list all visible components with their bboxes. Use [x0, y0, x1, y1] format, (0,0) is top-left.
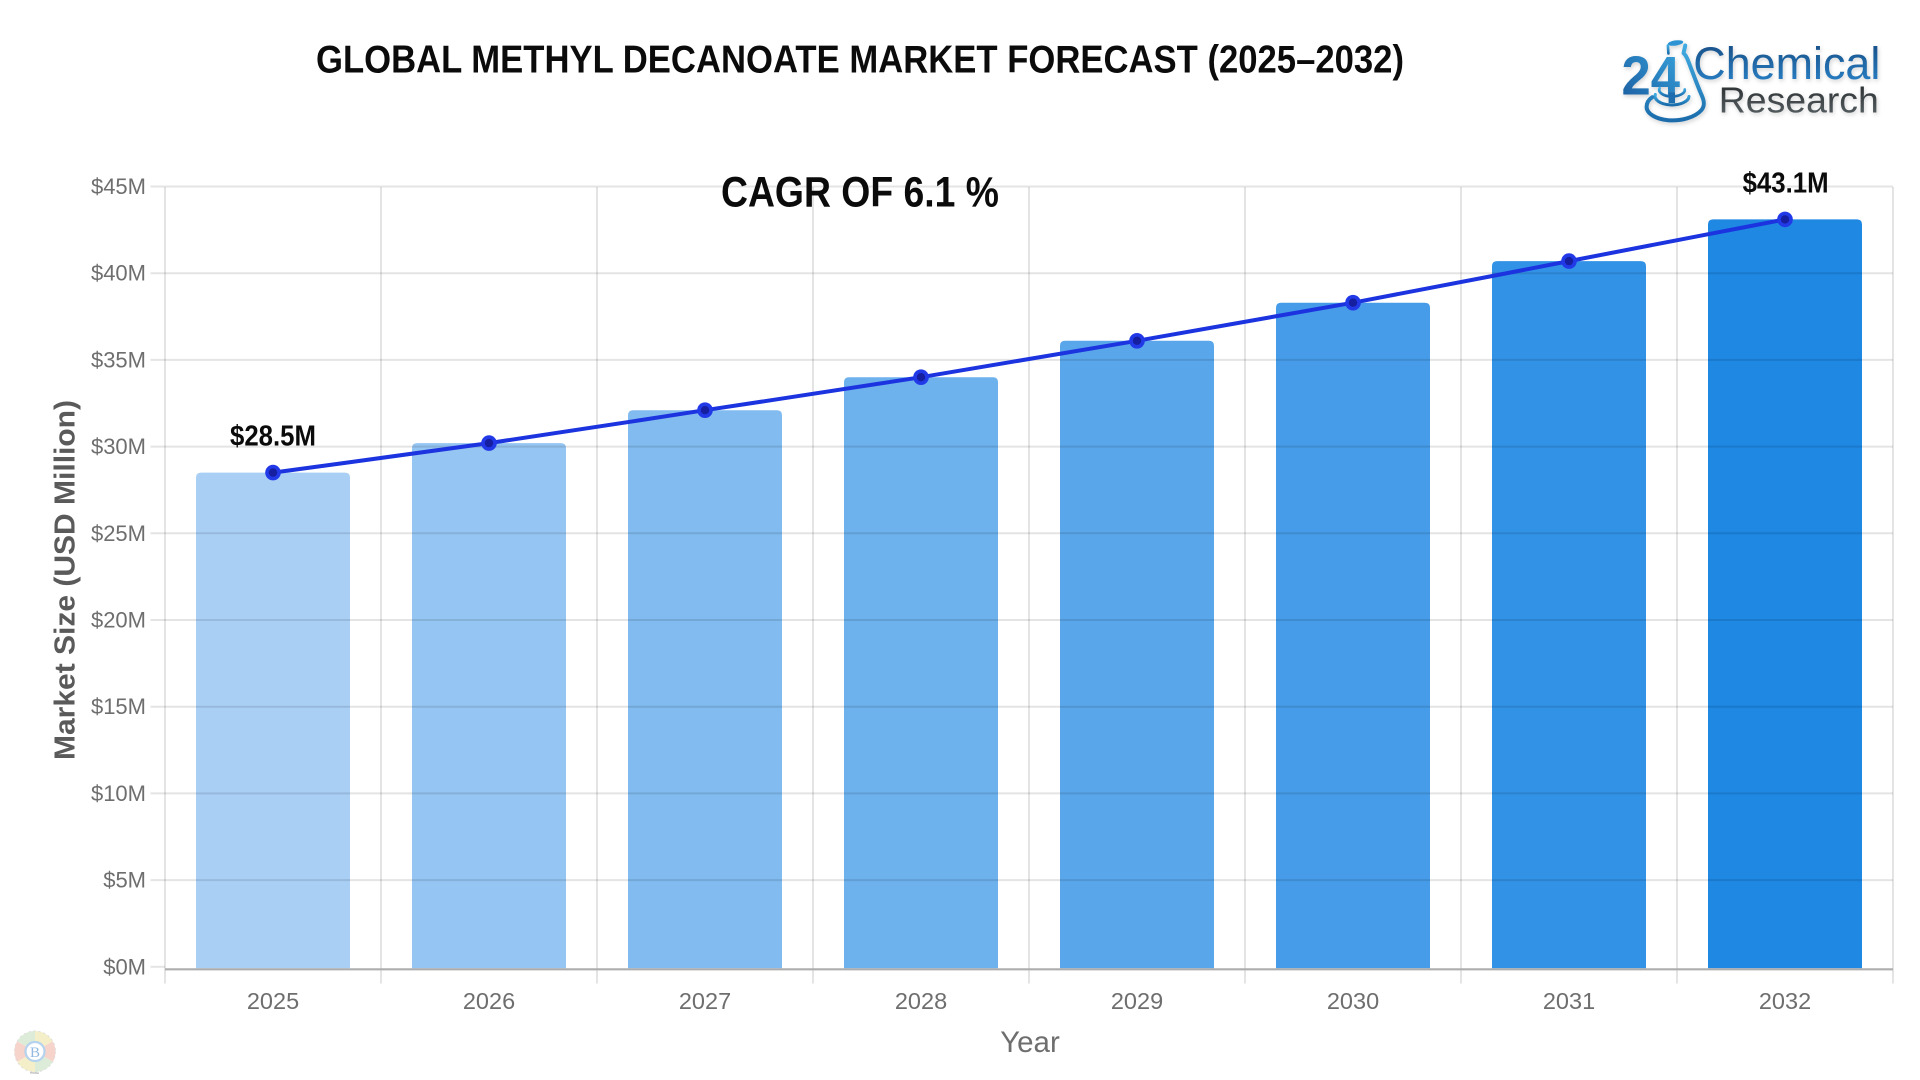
svg-text:$40M: $40M — [91, 261, 146, 286]
svg-text:2032: 2032 — [1759, 988, 1811, 1014]
svg-text:$20M: $20M — [91, 608, 146, 633]
svg-text:$43.1M: $43.1M — [1743, 168, 1829, 200]
svg-text:Research: Research — [1719, 79, 1879, 120]
svg-text:$5M: $5M — [103, 868, 146, 893]
svg-text:2031: 2031 — [1543, 988, 1595, 1014]
svg-text:$30M: $30M — [91, 434, 146, 459]
svg-text:$0M: $0M — [103, 954, 146, 979]
svg-text:2030: 2030 — [1327, 988, 1379, 1014]
svg-text:$45M: $45M — [91, 174, 146, 199]
svg-text:2027: 2027 — [679, 988, 731, 1014]
svg-text:$10M: $10M — [91, 781, 146, 806]
svg-text:2028: 2028 — [895, 988, 947, 1014]
svg-text:B: B — [30, 1045, 40, 1061]
svg-text:$15M: $15M — [91, 694, 146, 719]
svg-text:GLOBAL METHYL DECANOATE MARKET: GLOBAL METHYL DECANOATE MARKET FORECAST … — [316, 39, 1404, 82]
svg-text:$28.5M: $28.5M — [230, 421, 316, 453]
svg-text:$35M: $35M — [91, 347, 146, 372]
svg-text:2026: 2026 — [463, 988, 515, 1014]
svg-text:$25M: $25M — [91, 521, 146, 546]
svg-text:2029: 2029 — [1111, 988, 1163, 1014]
svg-text:Market Size (USD Million): Market Size (USD Million) — [50, 400, 82, 760]
svg-text:CAGR OF 6.1 %: CAGR OF 6.1 % — [721, 170, 999, 217]
svg-text:2025: 2025 — [247, 988, 299, 1014]
svg-text:Year: Year — [1000, 1026, 1060, 1059]
svg-text:Chemical: Chemical — [1693, 38, 1880, 89]
